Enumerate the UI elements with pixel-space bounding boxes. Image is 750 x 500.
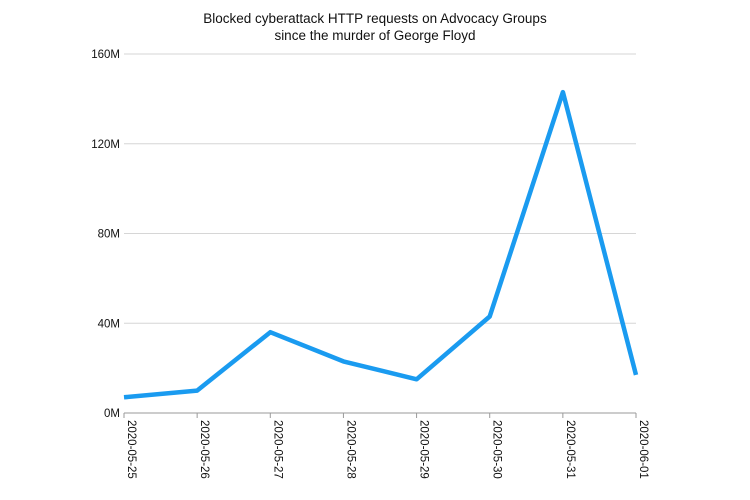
y-tick-label: 40M: [98, 318, 120, 330]
x-tick-label: 2020-05-28: [344, 420, 356, 479]
x-tick-label: 2020-05-29: [418, 420, 430, 479]
y-tick-label: 120M: [91, 139, 120, 151]
y-tick-label: 160M: [91, 49, 120, 61]
series-line: [123, 89, 639, 400]
x-tick-label: 2020-05-26: [198, 420, 210, 479]
y-tick-label: 80M: [98, 229, 120, 241]
chart-title-line-2: since the murder of George Floyd: [274, 28, 476, 43]
chart-title-line-1: Blocked cyberattack HTTP requests on Adv…: [203, 11, 547, 26]
x-tick-label: 2020-06-01: [637, 420, 649, 479]
x-tick-label: 2020-05-31: [564, 420, 576, 479]
gridlines: [124, 53, 636, 414]
y-tick-label: 0M: [104, 408, 120, 420]
chart-title: Blocked cyberattack HTTP requests on Adv…: [0, 10, 750, 44]
y-axis-ticks: 0M 40M 80M 120M 160M: [91, 49, 120, 420]
series-layer: [123, 89, 639, 400]
x-axis-ticks: 2020-05-25 2020-05-26 2020-05-27 2020-05-28…: [123, 413, 649, 479]
x-tick-label: 2020-05-27: [271, 420, 283, 479]
x-tick-label: 2020-05-25: [125, 420, 137, 479]
x-tick-label: 2020-05-30: [491, 420, 503, 479]
